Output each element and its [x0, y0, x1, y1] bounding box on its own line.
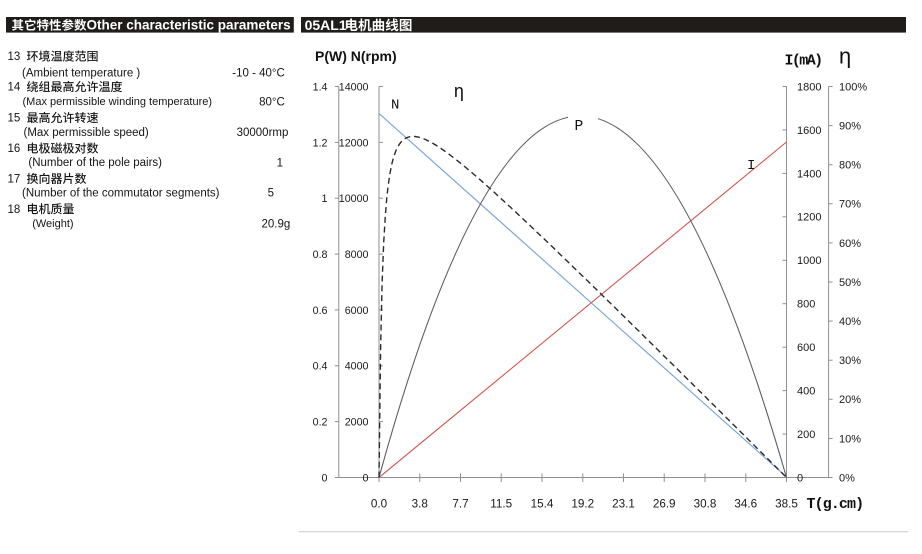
svg-text:50%: 50% — [839, 277, 861, 289]
svg-text:20%: 20% — [839, 394, 861, 406]
svg-text:3.8: 3.8 — [412, 498, 428, 511]
svg-text:0.0: 0.0 — [371, 498, 388, 511]
svg-text:15.4: 15.4 — [531, 498, 554, 511]
svg-text:70%: 70% — [839, 199, 861, 211]
svg-text:1400: 1400 — [797, 168, 821, 180]
svg-text:600: 600 — [797, 342, 815, 354]
svg-text:15: 15 — [8, 113, 21, 125]
svg-text:(Weight): (Weight) — [32, 218, 73, 230]
svg-text:80°C: 80°C — [259, 96, 285, 108]
svg-text:1800: 1800 — [797, 81, 821, 93]
svg-text:0.6: 0.6 — [313, 305, 328, 317]
svg-text:26.9: 26.9 — [653, 498, 676, 511]
svg-text:7.7: 7.7 — [452, 498, 468, 511]
svg-text:0: 0 — [363, 472, 369, 484]
svg-text:10%: 10% — [839, 433, 861, 445]
svg-text:6000: 6000 — [345, 305, 369, 317]
svg-text:1: 1 — [322, 193, 328, 205]
svg-text:P: P — [575, 119, 584, 135]
svg-text:90%: 90% — [839, 121, 861, 133]
svg-text:4000: 4000 — [345, 361, 369, 373]
svg-text:5: 5 — [268, 188, 274, 200]
svg-text:14: 14 — [8, 82, 21, 94]
svg-text:19.2: 19.2 — [571, 498, 594, 511]
svg-text:16: 16 — [8, 143, 21, 155]
svg-text:I(mA): I(mA) — [785, 53, 822, 70]
svg-text:-10 - 40°C: -10 - 40°C — [232, 68, 285, 80]
svg-text:18: 18 — [8, 204, 21, 216]
svg-text:P(W) N(rpm): P(W) N(rpm) — [315, 48, 397, 64]
svg-text:1200: 1200 — [797, 212, 821, 224]
svg-text:0: 0 — [797, 472, 803, 484]
svg-text:(Max permissible speed): (Max permissible speed) — [24, 127, 149, 139]
svg-text:14000: 14000 — [339, 81, 369, 93]
svg-text:80%: 80% — [839, 160, 861, 172]
svg-text:800: 800 — [797, 299, 815, 311]
svg-text:2000: 2000 — [345, 417, 369, 429]
svg-text:0.4: 0.4 — [313, 361, 328, 373]
svg-text:η: η — [454, 83, 465, 103]
svg-text:40%: 40% — [839, 316, 861, 328]
svg-text:1000: 1000 — [797, 255, 821, 267]
svg-text:38.5: 38.5 — [775, 498, 798, 511]
svg-text:12000: 12000 — [339, 137, 369, 149]
svg-text:(Ambient temperature ): (Ambient temperature ) — [22, 67, 140, 79]
svg-text:23.1: 23.1 — [612, 498, 635, 511]
svg-text:20.9g: 20.9g — [262, 218, 291, 230]
svg-text:Other characteristic parameter: Other characteristic parameters — [87, 18, 291, 33]
svg-text:1600: 1600 — [797, 125, 821, 137]
svg-text:30%: 30% — [839, 355, 861, 367]
svg-text:0%: 0% — [839, 472, 855, 484]
svg-text:30.8: 30.8 — [694, 498, 717, 511]
svg-text:11.5: 11.5 — [490, 498, 512, 511]
svg-text:1.2: 1.2 — [313, 137, 328, 149]
svg-text:13: 13 — [8, 51, 21, 63]
svg-text:η: η — [839, 46, 852, 71]
svg-text:30000rmp: 30000rmp — [237, 127, 289, 139]
svg-text:100%: 100% — [839, 81, 867, 93]
svg-text:T(g.cm): T(g.cm) — [807, 496, 864, 513]
svg-text:200: 200 — [797, 429, 815, 441]
svg-text:0.2: 0.2 — [313, 417, 328, 429]
svg-text:1: 1 — [277, 157, 283, 169]
svg-text:(Max permissible winding tempe: (Max permissible winding temperature) — [23, 96, 213, 108]
svg-text:I: I — [747, 158, 755, 174]
svg-text:(Number of the pole pairs): (Number of the pole pairs) — [28, 157, 162, 169]
svg-text:(Number of the commutator s: (Number of the commutator segments) — [22, 188, 220, 200]
svg-text:0: 0 — [322, 472, 328, 484]
svg-text:05AL1: 05AL1 — [305, 17, 347, 33]
svg-text:8000: 8000 — [345, 249, 369, 261]
svg-text:N: N — [391, 98, 399, 114]
svg-text:400: 400 — [797, 386, 815, 398]
svg-text:17: 17 — [8, 174, 21, 186]
svg-text:60%: 60% — [839, 238, 861, 250]
svg-text:1.4: 1.4 — [313, 81, 328, 93]
svg-text:10000: 10000 — [339, 193, 369, 205]
svg-text:34.6: 34.6 — [734, 498, 757, 511]
svg-text:0.8: 0.8 — [313, 249, 328, 261]
